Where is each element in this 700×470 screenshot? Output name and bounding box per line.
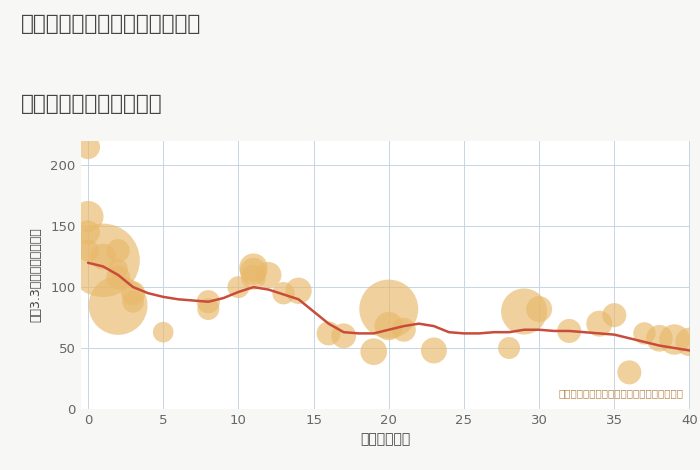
- Point: [127, 298, 139, 306]
- Point: [684, 338, 695, 346]
- Text: 円の大きさは、取引のあった物件面積を示す: 円の大きさは、取引のあった物件面積を示す: [559, 388, 683, 398]
- Text: 築年数別中古戸建て価格: 築年数別中古戸建て価格: [21, 94, 162, 114]
- Point: [248, 274, 259, 281]
- Point: [278, 290, 289, 297]
- Point: [654, 335, 665, 342]
- Y-axis label: 坪（3.3㎡）単価（万円）: 坪（3.3㎡）単価（万円）: [29, 227, 42, 322]
- Point: [624, 368, 635, 376]
- Point: [263, 271, 274, 279]
- Point: [383, 322, 394, 330]
- Point: [83, 228, 94, 236]
- Point: [248, 264, 259, 271]
- Point: [368, 348, 379, 355]
- Point: [83, 247, 94, 254]
- Point: [127, 290, 139, 297]
- Point: [503, 344, 514, 352]
- Point: [233, 283, 244, 291]
- Point: [669, 336, 680, 343]
- Point: [203, 306, 214, 313]
- Point: [533, 306, 545, 313]
- Point: [323, 329, 334, 337]
- Point: [113, 265, 124, 273]
- Point: [97, 253, 108, 260]
- Point: [594, 320, 605, 328]
- Point: [83, 213, 94, 220]
- Point: [428, 347, 440, 354]
- Point: [398, 326, 409, 334]
- Point: [113, 302, 124, 309]
- Point: [293, 287, 304, 295]
- Point: [113, 247, 124, 254]
- Point: [158, 329, 169, 336]
- Point: [639, 329, 650, 337]
- Point: [83, 143, 94, 151]
- Point: [338, 332, 349, 340]
- Text: 神奈川県横浜市南区清水ヶ丘の: 神奈川県横浜市南区清水ヶ丘の: [21, 14, 202, 34]
- Point: [248, 267, 259, 275]
- Point: [609, 312, 620, 319]
- Point: [564, 327, 575, 335]
- Point: [383, 306, 394, 313]
- Point: [113, 274, 124, 281]
- Point: [97, 257, 108, 264]
- Point: [203, 298, 214, 306]
- X-axis label: 築年数（年）: 築年数（年）: [360, 432, 410, 446]
- Point: [519, 308, 530, 315]
